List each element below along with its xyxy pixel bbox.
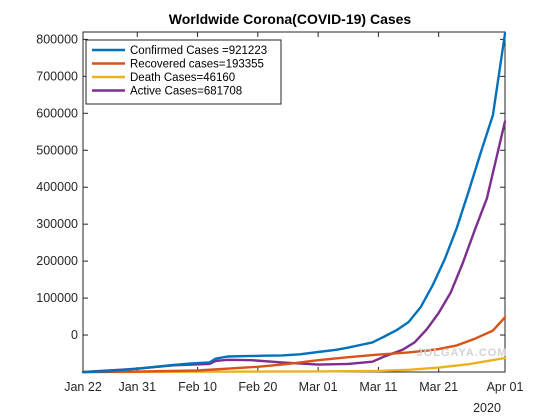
x-tick-label: Mar 01 <box>299 380 338 394</box>
legend-entry-label: Recovered cases=193355 <box>130 59 264 71</box>
series-line-1 <box>81 316 507 374</box>
y-tick-label: 700000 <box>36 69 78 83</box>
legend: Confirmed Cases =921223 Recovered cases=1… <box>85 39 282 105</box>
legend-entry-label: Confirmed Cases =921223 <box>130 45 267 57</box>
chart-title: Worldwide Corona(COVID-19) Cases <box>169 11 412 27</box>
watermark: JOLGAYA.COM <box>417 347 508 359</box>
series-line-0 <box>81 32 507 374</box>
y-tick-label: 100000 <box>36 291 78 305</box>
x-tick-label: Jan 22 <box>64 380 102 394</box>
x-secondary-label: 2020 <box>473 401 501 415</box>
x-tick-label: Feb 20 <box>238 380 277 394</box>
x-tick-label: Mar 11 <box>359 380 397 394</box>
y-tick-label: 200000 <box>36 254 78 268</box>
y-tick-label: 0 <box>71 328 78 342</box>
series-lines <box>81 32 507 374</box>
series-line-2 <box>81 356 507 374</box>
x-tick-label: Jan 31 <box>118 380 156 394</box>
y-tick-label: 400000 <box>36 180 78 194</box>
x-tick-label: Feb 10 <box>178 380 217 394</box>
legend-entry-label: Death Cases=46160 <box>130 72 235 84</box>
y-tick-label: 800000 <box>36 32 78 46</box>
y-tick-label: 600000 <box>36 106 78 120</box>
y-tick-label: 500000 <box>36 143 78 157</box>
watermark-text: JOLGAYA.COM <box>417 347 508 359</box>
y-tick-label: 300000 <box>36 217 78 231</box>
x-tick-label: Apr 01 <box>487 380 524 394</box>
x-tick-label: Mar 21 <box>419 380 458 394</box>
series-line-3 <box>81 120 507 374</box>
legend-entry-label: Active Cases=681708 <box>130 86 242 98</box>
